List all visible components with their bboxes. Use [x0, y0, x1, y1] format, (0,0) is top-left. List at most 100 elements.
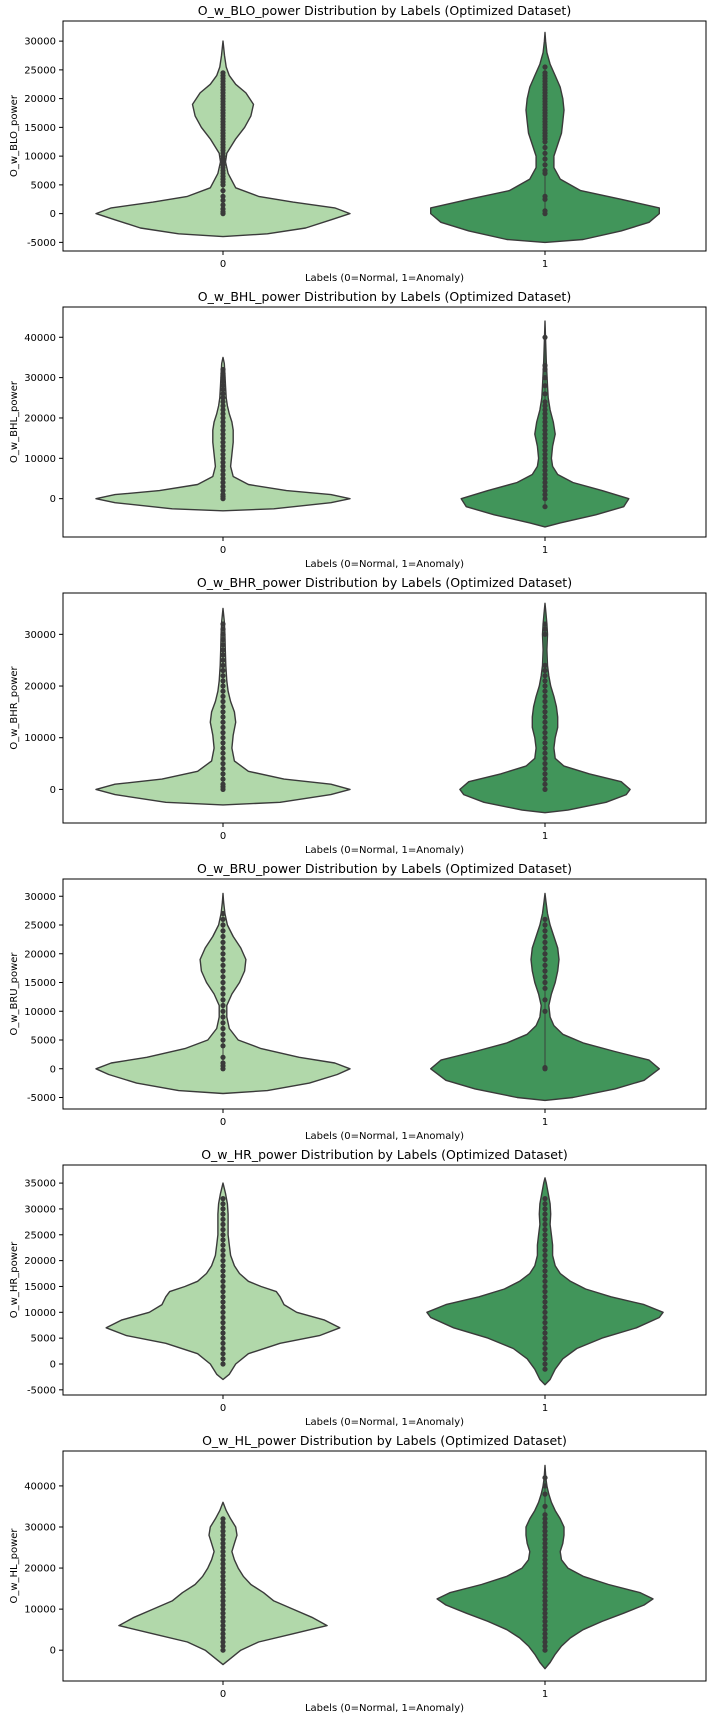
data-point	[220, 1268, 226, 1274]
x-tick-label: 0	[220, 545, 226, 556]
y-tick-label: 30000	[24, 1522, 56, 1533]
y-tick-label: 20000	[24, 1256, 56, 1267]
data-point	[542, 208, 548, 214]
data-point	[542, 391, 548, 397]
data-point	[220, 678, 226, 684]
data-point	[542, 719, 548, 725]
data-point	[542, 1273, 548, 1279]
data-point	[220, 1014, 226, 1020]
data-point	[542, 1536, 548, 1542]
data-point	[220, 1639, 226, 1645]
data-point	[542, 431, 548, 437]
data-point	[220, 1361, 226, 1367]
data-point	[542, 1618, 548, 1624]
data-point	[542, 64, 548, 70]
data-point	[542, 1602, 548, 1608]
data-point	[220, 626, 226, 632]
data-point	[542, 193, 548, 199]
data-point	[542, 761, 548, 767]
data-point	[542, 945, 548, 951]
data-point	[220, 1524, 226, 1530]
data-point	[220, 693, 226, 700]
data-point	[542, 1268, 548, 1274]
data-point	[220, 197, 226, 203]
data-point	[220, 652, 226, 658]
data-point	[220, 1294, 226, 1300]
data-point	[220, 939, 226, 945]
data-point	[220, 704, 226, 710]
x-axis-label: Labels (0=Normal, 1=Anomaly)	[305, 559, 464, 570]
data-point	[220, 1618, 226, 1624]
data-point	[542, 1283, 548, 1290]
data-point	[542, 1623, 548, 1629]
data-point	[542, 740, 548, 746]
data-point	[220, 745, 226, 751]
data-point	[542, 974, 548, 980]
data-point	[542, 455, 548, 461]
data-point	[220, 771, 226, 777]
y-tick-label: 30000	[24, 892, 56, 903]
data-point	[542, 1614, 548, 1620]
data-point	[220, 1573, 226, 1579]
data-point	[220, 1242, 226, 1248]
data-point	[220, 997, 226, 1003]
chart-panel-2: O_w_BHL_power Distribution by Labels (Op…	[9, 289, 707, 570]
data-point	[542, 1532, 548, 1538]
data-point	[220, 683, 226, 689]
data-point	[542, 1520, 548, 1526]
data-point	[220, 776, 226, 782]
data-point	[542, 631, 548, 637]
data-point	[542, 916, 548, 922]
y-tick-label: 5000	[31, 1334, 56, 1345]
data-point	[220, 1320, 226, 1326]
data-point	[542, 475, 548, 482]
data-point	[220, 698, 226, 705]
data-point	[220, 451, 226, 457]
data-point	[542, 1606, 548, 1612]
data-point	[220, 740, 226, 746]
data-point	[542, 1335, 548, 1341]
chart-title: O_w_BLO_power Distribution by Labels (Op…	[198, 3, 571, 18]
data-point	[542, 471, 548, 478]
data-point	[220, 1635, 226, 1641]
data-point	[542, 463, 548, 469]
data-point	[220, 1325, 226, 1331]
data-point	[542, 439, 548, 445]
data-point	[220, 1577, 226, 1583]
x-tick-label: 1	[542, 1117, 548, 1128]
y-tick-label: 20000	[24, 413, 56, 424]
chart-panel-3: O_w_BHR_power Distribution by Labels (Op…	[9, 575, 707, 856]
data-point	[220, 991, 226, 997]
data-point	[220, 673, 226, 679]
data-point	[542, 1206, 548, 1212]
y-tick-label: 10000	[24, 454, 56, 465]
data-point	[220, 492, 226, 498]
data-point	[542, 1557, 548, 1563]
data-point	[542, 1631, 548, 1637]
data-point	[220, 636, 226, 643]
data-point	[542, 1590, 548, 1596]
y-axis-label: O_w_BHR_power	[9, 665, 20, 749]
data-point	[542, 1569, 548, 1575]
data-point	[542, 423, 548, 429]
data-point	[220, 1569, 226, 1575]
data-point	[220, 1594, 226, 1600]
data-point	[220, 951, 226, 957]
data-point	[220, 1227, 226, 1233]
y-tick-label: 40000	[24, 333, 56, 344]
plot-area-frame	[62, 1450, 707, 1682]
y-tick-label: 10000	[24, 1308, 56, 1319]
data-point	[542, 1573, 548, 1579]
y-tick-label: -5000	[27, 1385, 56, 1396]
x-axis-label: Labels (0=Normal, 1=Anomaly)	[305, 273, 464, 284]
y-tick-label: 0	[50, 1646, 56, 1657]
data-point	[542, 479, 548, 486]
data-point	[542, 776, 548, 782]
x-axis-label: Labels (0=Normal, 1=Anomaly)	[305, 1703, 464, 1714]
data-point	[220, 922, 226, 928]
data-point	[542, 1491, 548, 1497]
data-point	[220, 1647, 226, 1653]
data-point	[220, 1031, 226, 1037]
data-point	[220, 1553, 226, 1559]
